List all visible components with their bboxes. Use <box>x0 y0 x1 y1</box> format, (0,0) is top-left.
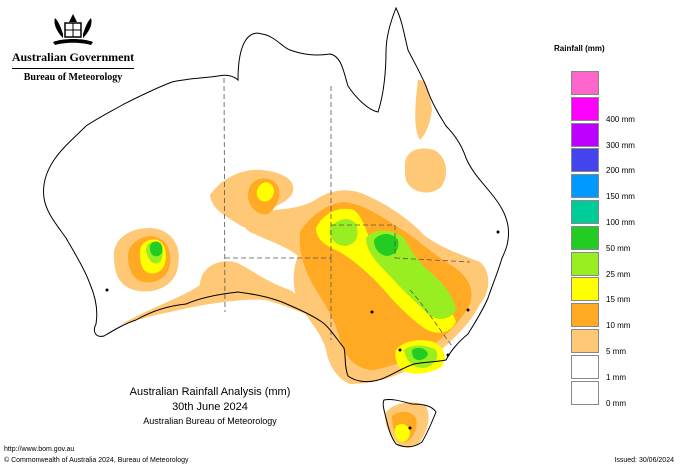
map-date: 30th June 2024 <box>172 401 248 413</box>
map-agency: Australian Bureau of Meteorology <box>143 416 277 426</box>
legend-label: 400 mm <box>606 114 635 124</box>
legend-swatch <box>571 251 599 276</box>
australia-coastline <box>43 6 509 448</box>
legend-row: 15 mm <box>556 277 630 304</box>
legend-swatch <box>571 148 599 173</box>
legend-label: 5 mm <box>606 346 626 356</box>
legend-label: 0 mm <box>606 398 626 408</box>
legend-label: 100 mm <box>606 217 635 227</box>
government-header: Australian Government Bureau of Meteorol… <box>8 12 138 83</box>
legend-label: 200 mm <box>606 166 635 176</box>
rain-area-pilbara-10mm <box>256 182 274 202</box>
legend-row <box>556 71 605 97</box>
legend-swatch <box>571 71 599 95</box>
legend-title: Rainfall (mm) <box>554 44 605 53</box>
legend-row: 200 mm <box>556 148 635 175</box>
legend-label: 50 mm <box>606 243 631 253</box>
rain-area-south-west <box>120 261 330 325</box>
rain-area-inland-west-25mm <box>150 241 163 257</box>
legend-swatch <box>571 122 599 147</box>
legend-label: 25 mm <box>606 269 631 279</box>
legend-entries: 400 mm 300 mm 200 mm 150 mm 100 mm 50 mm 25 mm… <box>556 71 635 408</box>
legend-label: 10 mm <box>606 321 631 331</box>
bureau-name: Bureau of Meteorology <box>23 72 123 83</box>
map-caption: Australian Rainfall Analysis (mm) 30th J… <box>110 386 310 426</box>
legend-row: 300 mm <box>556 122 635 150</box>
rain-area-tasmania-10mm <box>394 424 410 442</box>
legend-row: 50 mm <box>556 225 630 253</box>
header-divider <box>12 68 134 69</box>
issued-date: Issued: 30/06/2024 <box>614 457 674 464</box>
legend-label: 1 mm <box>606 372 626 382</box>
legend-row: 25 mm <box>556 251 630 279</box>
legend-row: 1 mm <box>556 354 626 382</box>
rainfall-legend: Rainfall (mm) 400 mm 300 mm 200 mm 150 mm 10… <box>554 44 635 408</box>
city-markers <box>105 230 500 430</box>
rain-area-central-15mm <box>329 219 358 246</box>
legend-swatch <box>571 354 599 379</box>
legend-swatch <box>571 199 599 224</box>
legend-label: 150 mm <box>606 192 635 202</box>
legend-label: 15 mm <box>606 295 631 305</box>
rainfall-shading <box>113 79 489 448</box>
map-title: Australian Rainfall Analysis (mm) <box>129 386 291 398</box>
legend-row: 10 mm <box>556 303 630 330</box>
legend-row: 5 mm <box>556 328 626 356</box>
rain-area-east-25mm <box>374 234 399 256</box>
state-borders <box>223 77 471 347</box>
legend-row: 0 mm <box>556 380 626 408</box>
copyright-notice: © Commonwealth of Australia 2024, Bureau… <box>4 457 189 464</box>
legend-swatch <box>571 328 599 353</box>
legend-row: 100 mm <box>556 199 635 227</box>
government-name: Australian Government <box>11 50 135 64</box>
coat-of-arms-icon <box>53 14 93 45</box>
legend-swatch <box>571 225 599 250</box>
legend-swatch <box>571 277 599 302</box>
legend-row: 150 mm <box>556 174 635 201</box>
legend-swatch <box>571 303 599 328</box>
legend-swatch <box>571 380 599 405</box>
legend-label: 300 mm <box>606 140 635 150</box>
rain-area-victoria-25mm <box>412 347 428 361</box>
tasmania-outline <box>382 399 437 448</box>
rain-area-cape-york <box>415 79 432 140</box>
legend-row: 400 mm <box>556 96 635 124</box>
rain-area-queensland-coast <box>404 148 447 193</box>
website-url: http://www.bom.gov.au <box>4 446 75 453</box>
legend-swatch <box>571 96 599 121</box>
legend-swatch <box>571 174 599 199</box>
